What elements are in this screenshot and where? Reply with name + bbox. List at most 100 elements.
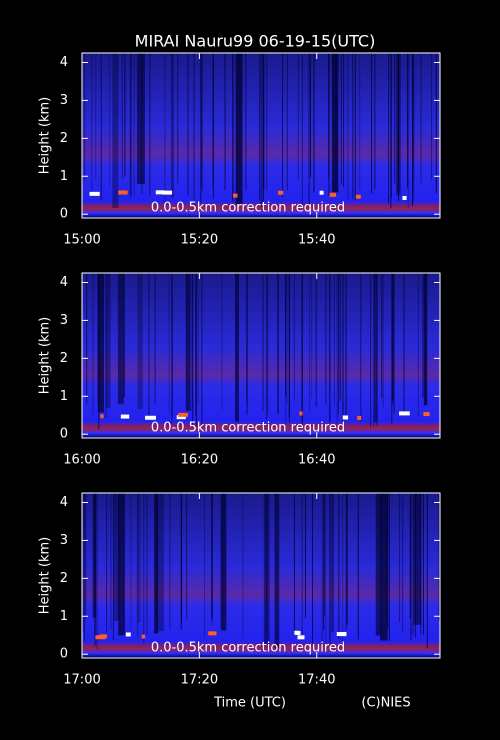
texture bbox=[123, 273, 125, 398]
texture bbox=[309, 273, 311, 412]
texture bbox=[376, 273, 378, 426]
texture bbox=[345, 273, 347, 416]
texture bbox=[136, 53, 145, 185]
annotation: 0.0-0.5km correction required bbox=[151, 641, 345, 656]
texture bbox=[186, 493, 188, 620]
texture bbox=[154, 273, 156, 404]
texture bbox=[391, 273, 393, 404]
texture bbox=[387, 493, 389, 629]
x-tick-label: 17:00 bbox=[63, 673, 100, 688]
texture bbox=[371, 53, 373, 194]
texture bbox=[124, 53, 126, 177]
texture bbox=[94, 493, 96, 638]
x-tick-label: 16:00 bbox=[63, 453, 100, 468]
texture bbox=[311, 273, 313, 399]
texture bbox=[410, 493, 412, 641]
texture bbox=[96, 493, 98, 650]
texture bbox=[185, 273, 191, 412]
texture bbox=[197, 273, 199, 405]
texture bbox=[412, 493, 414, 636]
heatmap-image bbox=[82, 273, 440, 438]
texture bbox=[121, 53, 123, 180]
texture bbox=[177, 53, 179, 184]
texture bbox=[297, 53, 299, 180]
texture bbox=[308, 53, 310, 206]
texture bbox=[171, 273, 173, 418]
texture bbox=[390, 53, 392, 209]
texture bbox=[293, 273, 295, 401]
texture bbox=[201, 273, 203, 426]
texture bbox=[412, 53, 414, 207]
texture bbox=[118, 493, 125, 636]
texture bbox=[232, 53, 234, 207]
y-tick-label: 0 bbox=[60, 427, 68, 442]
texture bbox=[200, 53, 202, 203]
texture bbox=[118, 190, 128, 195]
texture bbox=[332, 493, 334, 632]
y-tick-label: 4 bbox=[60, 55, 68, 70]
texture bbox=[82, 493, 84, 633]
chart-title: MIRAI Nauru99 06-19-15(UTC) bbox=[135, 32, 376, 51]
texture bbox=[354, 53, 356, 201]
texture bbox=[112, 493, 114, 641]
texture bbox=[286, 53, 288, 191]
texture bbox=[100, 53, 102, 200]
y-axis-label: Height (km) bbox=[38, 97, 53, 174]
texture bbox=[82, 53, 84, 187]
texture bbox=[97, 273, 105, 413]
texture bbox=[85, 493, 87, 619]
texture bbox=[407, 53, 409, 209]
texture bbox=[285, 273, 287, 425]
texture bbox=[195, 273, 197, 416]
texture bbox=[375, 493, 381, 636]
texture bbox=[139, 493, 141, 623]
texture bbox=[221, 493, 223, 617]
texture bbox=[180, 493, 182, 631]
y-tick-label: 2 bbox=[60, 571, 68, 586]
texture bbox=[246, 273, 248, 415]
texture bbox=[435, 53, 437, 193]
y-tick-label: 0 bbox=[60, 207, 68, 222]
texture bbox=[422, 493, 424, 635]
texture bbox=[278, 190, 284, 195]
texture bbox=[323, 493, 325, 631]
texture bbox=[285, 273, 287, 398]
texture bbox=[187, 53, 189, 196]
texture bbox=[195, 273, 197, 427]
texture bbox=[393, 273, 395, 414]
texture bbox=[333, 273, 335, 407]
texture bbox=[406, 53, 408, 186]
texture bbox=[149, 53, 151, 196]
texture bbox=[137, 493, 139, 623]
texture bbox=[89, 191, 100, 196]
texture bbox=[282, 53, 284, 198]
texture bbox=[204, 493, 206, 638]
texture bbox=[422, 273, 424, 398]
texture bbox=[335, 53, 337, 197]
texture bbox=[329, 273, 331, 423]
y-tick-label: 2 bbox=[60, 351, 68, 366]
texture bbox=[112, 53, 119, 208]
texture bbox=[266, 53, 268, 191]
texture bbox=[245, 53, 247, 191]
texture bbox=[399, 411, 410, 416]
texture bbox=[329, 273, 331, 421]
texture bbox=[146, 493, 148, 635]
texture bbox=[211, 493, 213, 618]
texture bbox=[235, 53, 243, 204]
texture bbox=[392, 273, 394, 401]
texture bbox=[208, 631, 217, 636]
texture bbox=[357, 493, 359, 640]
texture bbox=[321, 493, 323, 645]
texture bbox=[171, 273, 173, 424]
texture bbox=[143, 493, 145, 645]
texture bbox=[340, 53, 342, 185]
texture bbox=[370, 273, 372, 428]
y-axis-label: Height (km) bbox=[38, 537, 53, 614]
texture bbox=[388, 493, 390, 642]
y-tick-label: 3 bbox=[60, 93, 68, 108]
texture bbox=[360, 273, 362, 421]
y-tick-label: 3 bbox=[60, 533, 68, 548]
texture bbox=[92, 493, 97, 618]
